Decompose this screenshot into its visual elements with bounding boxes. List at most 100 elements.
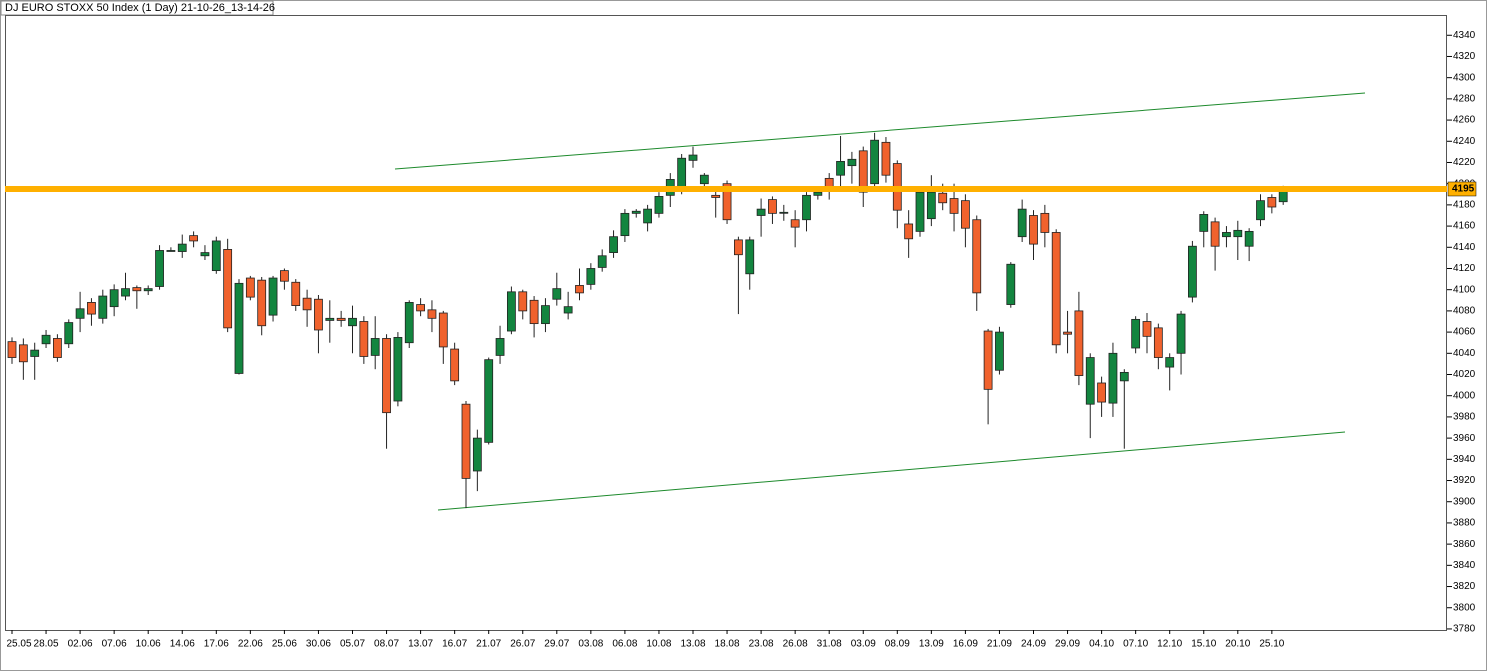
candle-body — [1085, 357, 1095, 405]
x-tick-label: 04.10 — [1089, 639, 1114, 650]
candle-body — [506, 291, 516, 332]
candle — [518, 289, 528, 320]
candle — [711, 187, 721, 218]
candle-body — [404, 302, 414, 344]
candle-body — [1051, 232, 1061, 346]
candle — [257, 276, 267, 336]
candle — [404, 300, 414, 349]
candle — [688, 146, 698, 168]
candle — [393, 332, 403, 407]
x-tick-label: 14.06 — [170, 639, 195, 650]
y-tick-label: 3780 — [1453, 624, 1476, 635]
candle — [1017, 199, 1027, 242]
candle-body — [41, 334, 51, 345]
candle — [223, 238, 233, 333]
candle-body — [734, 239, 743, 256]
y-tick-label: 4060 — [1453, 327, 1476, 338]
candle — [1256, 194, 1265, 227]
x-tick-label: 13.07 — [408, 639, 433, 650]
candle — [1006, 262, 1016, 308]
candle-body — [711, 194, 721, 198]
candle — [268, 275, 278, 322]
candle-body — [813, 191, 823, 196]
y-tick-label: 3880 — [1453, 518, 1476, 529]
candle-body — [1165, 357, 1175, 368]
candle — [790, 210, 800, 248]
x-tick-label: 29.09 — [1055, 639, 1080, 650]
candle — [586, 263, 596, 290]
x-tick-label: 16.09 — [953, 639, 978, 650]
candle-body — [1074, 310, 1084, 376]
x-tick-label: 28.05 — [34, 639, 59, 650]
plot-frame — [5, 15, 1447, 631]
candle-body — [438, 312, 448, 348]
candle-body — [143, 288, 153, 292]
candle — [7, 337, 17, 364]
y-tick-label: 4100 — [1453, 284, 1476, 295]
x-tick-label: 24.09 — [1021, 639, 1046, 650]
candle-body — [870, 139, 879, 185]
candle — [836, 135, 845, 189]
candle — [529, 296, 539, 338]
candle — [1210, 217, 1220, 271]
candle — [643, 204, 652, 232]
x-tick-label: 10.08 — [646, 639, 671, 650]
candle — [858, 146, 868, 208]
candle-body — [1063, 331, 1072, 335]
candle-body — [30, 349, 40, 357]
candle-body — [802, 194, 811, 221]
candle-body — [1210, 221, 1220, 247]
candle — [1267, 194, 1277, 214]
candle — [552, 272, 562, 306]
candle-body — [1006, 263, 1016, 305]
candle-body — [972, 219, 982, 294]
candle-body — [132, 287, 142, 292]
candle-body — [1119, 371, 1129, 382]
candle — [926, 175, 936, 227]
candle-body — [756, 208, 766, 216]
candle — [211, 236, 221, 274]
candle-body — [53, 338, 62, 358]
candle-body — [450, 348, 460, 382]
x-tick-label: 21.07 — [476, 639, 501, 650]
candle-body — [620, 212, 630, 237]
candle-body — [699, 174, 709, 185]
y-tick-label: 4000 — [1453, 390, 1476, 401]
candle-body — [257, 279, 267, 327]
y-tick-label: 4140 — [1453, 242, 1476, 253]
candle — [370, 316, 380, 370]
candle — [1153, 323, 1163, 370]
candle — [18, 338, 28, 380]
candle-body — [983, 330, 993, 390]
candle-body — [926, 191, 936, 220]
candle — [768, 196, 777, 224]
y-tick-label: 3820 — [1453, 581, 1476, 592]
candle — [631, 209, 641, 218]
candle-body — [245, 277, 255, 298]
y-tick-label: 4080 — [1453, 306, 1476, 317]
x-tick-label: 30.06 — [306, 639, 331, 650]
candle — [1040, 204, 1050, 248]
candle — [177, 234, 187, 258]
candle-body — [836, 161, 845, 176]
candle-body — [1267, 197, 1277, 208]
candle-body — [7, 341, 17, 358]
candle-body — [654, 196, 664, 214]
candle — [1233, 220, 1243, 261]
candle-body — [64, 322, 74, 345]
candle — [484, 357, 494, 445]
y-tick-label: 4220 — [1453, 157, 1476, 168]
candle — [1119, 369, 1129, 449]
candle-body — [790, 219, 800, 228]
candle-body — [631, 210, 641, 214]
candle — [200, 245, 210, 261]
candle-body — [1256, 200, 1265, 221]
x-tick-label: 25.10 — [1259, 639, 1284, 650]
candle-body — [961, 200, 970, 229]
candle — [972, 215, 982, 311]
candle-body — [586, 268, 596, 285]
candle — [881, 137, 891, 183]
candle-body — [18, 344, 28, 363]
candle — [279, 268, 289, 290]
